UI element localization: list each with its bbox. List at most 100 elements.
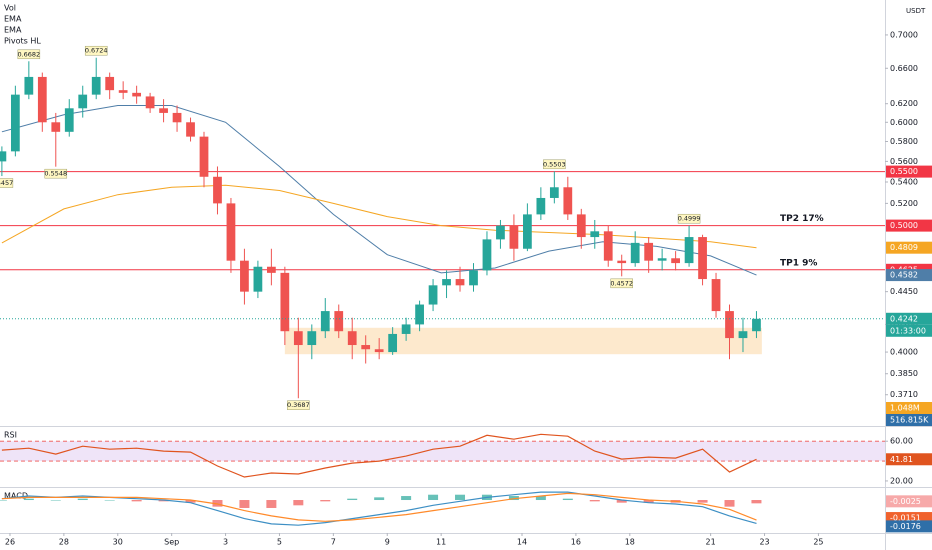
legend-entry: EMA [4,26,22,35]
histogram-bar [589,500,600,502]
candle-body [725,311,734,339]
candle-body [738,331,748,339]
candle-body [698,237,707,280]
candle-body [603,231,613,261]
price-tag-label: 0.5500 [890,167,918,176]
price-tag [886,241,932,254]
candle-body [657,258,667,261]
histogram-bar [724,500,735,507]
candle-body [320,311,330,332]
pivot-label: 0.4999 [678,215,701,223]
x-tick-label: 25 [813,538,823,547]
histogram-bar [401,496,412,501]
histogram-bar [23,498,34,501]
candle-body [199,136,209,177]
price-tag-label: -0.0151 [890,514,921,523]
candle-body [347,331,357,346]
price-tag [886,495,932,508]
target-annotation: TP2 17% [780,214,824,224]
x-tick-label: 9 [385,538,390,547]
histogram-bar [428,494,439,501]
candle-body [563,187,573,215]
candle-body [24,76,34,95]
histogram-bar [508,496,519,501]
candle-body [240,260,249,292]
histogram-bar [212,500,223,507]
candle-body [91,76,101,95]
candle-body [118,90,128,93]
target-annotation: TP1 9% [780,258,817,268]
histogram-bar [239,500,250,508]
candle-body [590,231,600,238]
candle-body [64,108,74,132]
price-tag [886,312,932,325]
pane-title: RSI [4,431,17,440]
candle-body [415,304,424,325]
price-tag-label: 41.81 [890,455,913,464]
candle-body [145,96,155,109]
support-zone [284,327,762,355]
pivot-box [0,178,14,188]
currency-label: USDT [906,7,926,15]
candle-body [684,237,694,264]
pivot-label: 0.3687 [287,401,310,409]
pivot-label: 0.6724 [85,47,108,55]
histogram-bar [374,497,385,501]
histogram-bar [751,500,762,504]
candle-body [401,324,411,334]
x-tick-label: 3 [223,538,228,547]
candle-body [293,331,303,346]
price-tag-label: -0.0176 [890,522,921,531]
rsi-line [1,433,757,478]
pivot-box [287,400,310,410]
price-tag-label: 0.4809 [890,243,918,252]
y-tick-label: 0.3710 [890,390,918,399]
volume-tag [886,402,932,414]
pivot-box [610,278,633,289]
candle-body [752,318,761,332]
pivot-box [17,49,41,60]
y-tick-label: 0.5800 [890,137,918,146]
y-tick-label: 0.5400 [890,177,918,186]
ema-line [1,184,757,249]
histogram-bar [293,500,304,506]
legend-entry: Pivots HL [4,37,41,46]
x-tick-label: Sep [164,538,179,547]
price-tag [886,520,932,533]
histogram-bar [50,500,61,501]
histogram-bar [158,500,169,502]
candle-body [105,76,115,91]
candle-body [361,345,371,350]
price-tag-label: 0.4242 [890,314,918,323]
x-tick-label: 14 [517,538,527,547]
price-tag-label: 0.4582 [890,271,918,280]
candle-body [51,122,61,132]
price-tag [886,165,932,178]
price-tag [886,453,932,466]
candle-body [37,76,47,123]
candle-body [711,279,721,312]
pivot-box [543,159,566,170]
y-tick-label: 0.6600 [890,64,918,73]
candle-body [469,270,478,286]
y-tick-label: 0.4450 [890,287,918,296]
x-tick-label: 16 [571,538,581,547]
candle-body [253,266,263,292]
histogram-bar [562,498,573,501]
pivot-box [44,168,68,179]
y-tick-label: 0.5200 [890,199,918,208]
candle-body [132,92,142,97]
histogram-bar [185,500,196,503]
histogram-bar [0,500,7,501]
pivot-label: 0.6682 [17,50,40,58]
candle-body [455,279,465,286]
candle-body [226,203,236,261]
histogram-bar [131,500,142,502]
candle-body [374,349,384,353]
x-tick-label: 5 [277,538,282,547]
pivot-label: 0.4572 [610,279,633,287]
price-tag [886,219,932,232]
rsi-band [0,441,885,462]
candle-body [509,225,519,249]
candle-body [617,260,627,264]
